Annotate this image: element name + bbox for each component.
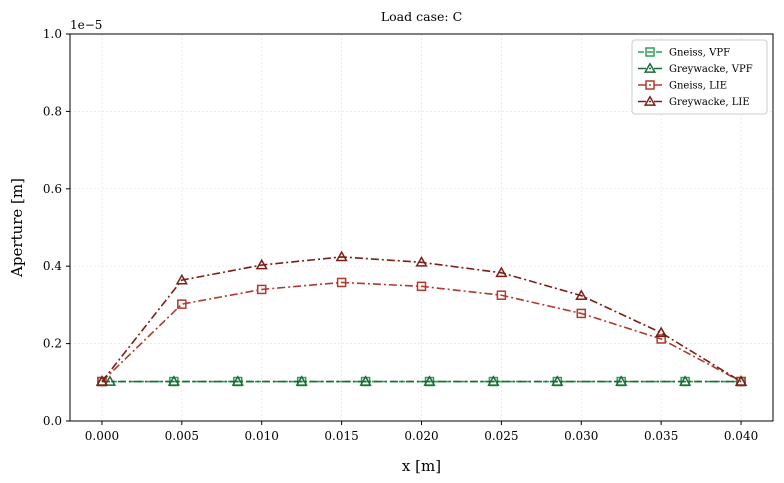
legend-item-gneiss-vpf: Gneiss, VPF <box>638 47 730 59</box>
data-point-gneiss-lie <box>656 334 666 344</box>
series-gneiss-lie <box>97 277 746 387</box>
data-point-gneiss-lie <box>177 299 187 309</box>
legend-item-greywacke-vpf: Greywacke, VPF <box>638 62 753 75</box>
x-tick-label: 0.000 <box>85 429 119 443</box>
y-tick-label: 0.2 <box>43 337 62 351</box>
data-point-greywacke-lie <box>655 326 668 338</box>
legend-item-greywacke-lie: Greywacke, LIE <box>638 95 750 108</box>
data-point-greywacke-vpf <box>679 375 692 386</box>
data-point-greywacke-lie <box>575 289 588 300</box>
data-point-greywacke-vpf <box>487 375 500 386</box>
legend-marker <box>645 80 655 90</box>
series-line-greywacke-lie <box>101 256 742 383</box>
data-point-greywacke-vpf <box>295 375 308 386</box>
data-point-greywacke-vpf <box>551 375 564 386</box>
data-point-greywacke-lie <box>175 273 188 285</box>
data-point-greywacke-lie <box>335 250 348 262</box>
data-point-greywacke-lie <box>495 266 508 278</box>
legend: Gneiss, VPF Greywacke, VPF Gneiss, LIE Grey… <box>631 39 768 115</box>
data-point-greywacke-vpf <box>615 375 628 386</box>
data-point-greywacke-lie <box>95 375 109 386</box>
data-point-greywacke-vpf <box>359 375 372 386</box>
y-tick-label: 0.8 <box>43 104 62 118</box>
x-tick-label: 0.025 <box>484 429 518 443</box>
data-point-greywacke-lie <box>734 375 748 386</box>
y-axis-label: Aperture [m] <box>8 178 26 278</box>
x-tick-label: 0.010 <box>245 429 279 443</box>
series-greywacke-lie <box>95 250 748 386</box>
y-tick-label: 0.6 <box>43 182 62 196</box>
legend-marker <box>643 62 657 73</box>
y-tick-label: 1.0 <box>43 27 62 41</box>
x-tick-label: 0.040 <box>724 429 758 443</box>
y-tick-label: 0.0 <box>43 414 62 428</box>
y-tick-label: 0.4 <box>43 259 62 273</box>
data-point-gneiss-lie <box>336 277 347 288</box>
legend-label: Greywacke, LIE <box>669 97 750 108</box>
series-line-gneiss-lie <box>101 281 742 383</box>
data-point-greywacke-lie <box>255 258 268 270</box>
legend-label: Greywacke, VPF <box>669 64 753 75</box>
y-offset-label: 1e−5 <box>70 18 102 32</box>
legend-item-gneiss-lie: Gneiss, LIE <box>638 80 727 92</box>
data-point-greywacke-vpf <box>167 375 180 386</box>
data-point-greywacke-lie <box>415 256 428 267</box>
data-point-greywacke-vpf <box>423 375 436 386</box>
legend-marker <box>645 47 655 57</box>
data-point-gneiss-lie <box>496 290 507 300</box>
data-point-gneiss-lie <box>416 281 427 292</box>
legend-label: Gneiss, VPF <box>669 48 730 59</box>
legend-marker <box>643 95 657 106</box>
x-axis-label: x [m] <box>402 457 441 475</box>
x-tick-label: 0.035 <box>644 429 678 443</box>
data-point-greywacke-vpf <box>231 375 244 386</box>
data-point-gneiss-lie <box>256 284 267 295</box>
series-layer <box>95 250 748 387</box>
ticks: 0.000 0.005 0.010 0.015 0.020 0.025 0.030 0.035… <box>43 27 758 443</box>
x-tick-label: 0.020 <box>404 429 438 443</box>
x-tick-label: 0.030 <box>564 429 598 443</box>
data-point-gneiss-lie <box>576 308 587 319</box>
x-tick-label: 0.005 <box>165 429 199 443</box>
data-point-greywacke-vpf <box>103 375 117 386</box>
chart-title: Load case: C <box>381 9 462 24</box>
x-tick-label: 0.015 <box>324 429 358 443</box>
legend-box <box>631 39 768 115</box>
legend-label: Gneiss, LIE <box>669 81 727 92</box>
